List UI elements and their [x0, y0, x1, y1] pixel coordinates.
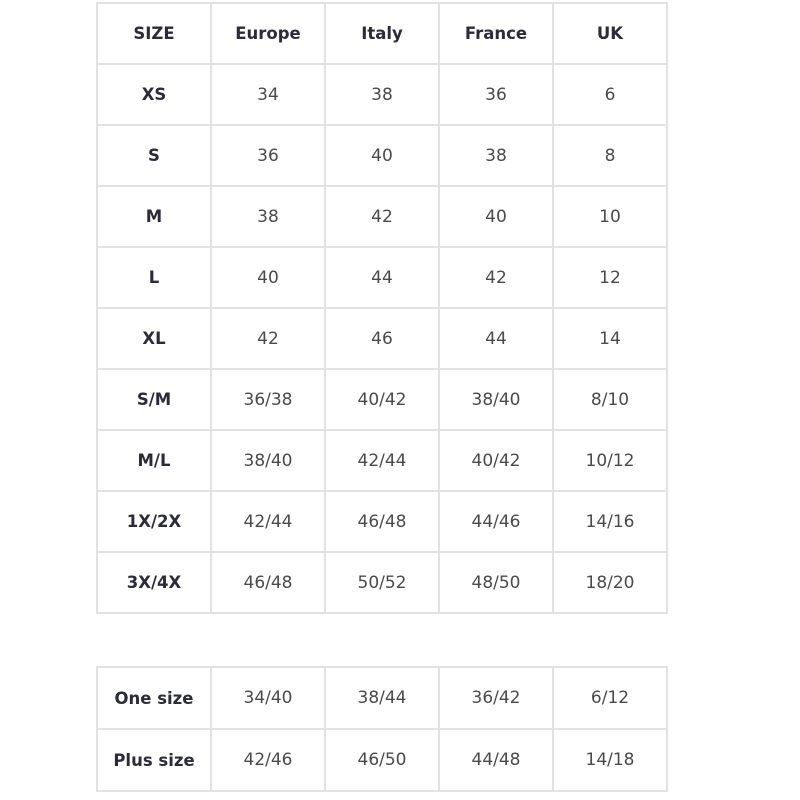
column-header: France	[438, 2, 554, 65]
size-value-cell: 42/44	[210, 490, 326, 553]
column-header: UK	[552, 2, 668, 65]
size-value-cell: 38/40	[438, 368, 554, 431]
size-value-cell: 38	[324, 63, 440, 126]
table-row: XS 34 38 36 6	[96, 63, 668, 126]
size-value-cell: 36	[438, 63, 554, 126]
size-value-cell: 10	[552, 185, 668, 248]
size-value-cell: 38/40	[210, 429, 326, 492]
header-row: SIZE Europe Italy France UK	[96, 2, 668, 65]
table-row: M 38 42 40 10	[96, 185, 668, 248]
size-value-cell: 36/38	[210, 368, 326, 431]
size-value-cell: 42/44	[324, 429, 440, 492]
size-value-cell: 38	[438, 124, 554, 187]
table-row: 3X/4X 46/48 50/52 48/50 18/20	[96, 551, 668, 614]
size-label-cell: Plus size	[96, 728, 212, 792]
column-header: Italy	[324, 2, 440, 65]
size-value-cell: 50/52	[324, 551, 440, 614]
size-value-cell: 46/48	[324, 490, 440, 553]
size-value-cell: 46/48	[210, 551, 326, 614]
size-value-cell: 40	[210, 246, 326, 309]
special-size-table: One size 34/40 38/44 36/42 6/12 Plus size 42/4…	[96, 666, 668, 792]
size-value-cell: 38/44	[324, 666, 440, 730]
size-label-cell: S/M	[96, 368, 212, 431]
size-value-cell: 14/16	[552, 490, 668, 553]
column-header: Europe	[210, 2, 326, 65]
size-value-cell: 34/40	[210, 666, 326, 730]
size-value-cell: 8/10	[552, 368, 668, 431]
size-label-cell: L	[96, 246, 212, 309]
table-row: One size 34/40 38/44 36/42 6/12	[96, 666, 668, 730]
size-value-cell: 14/18	[552, 728, 668, 792]
table-row: S/M 36/38 40/42 38/40 8/10	[96, 368, 668, 431]
size-value-cell: 48/50	[438, 551, 554, 614]
size-value-cell: 40	[438, 185, 554, 248]
size-value-cell: 6	[552, 63, 668, 126]
size-value-cell: 18/20	[552, 551, 668, 614]
size-value-cell: 40/42	[438, 429, 554, 492]
table-row: XL 42 46 44 14	[96, 307, 668, 370]
size-value-cell: 34	[210, 63, 326, 126]
size-value-cell: 12	[552, 246, 668, 309]
table-row: Plus size 42/46 46/50 44/48 14/18	[96, 728, 668, 792]
size-value-cell: 44	[438, 307, 554, 370]
size-value-cell: 10/12	[552, 429, 668, 492]
size-value-cell: 8	[552, 124, 668, 187]
size-value-cell: 42/46	[210, 728, 326, 792]
size-value-cell: 44	[324, 246, 440, 309]
size-label-cell: One size	[96, 666, 212, 730]
size-label-cell: 3X/4X	[96, 551, 212, 614]
size-label-cell: XL	[96, 307, 212, 370]
size-value-cell: 36/42	[438, 666, 554, 730]
size-value-cell: 6/12	[552, 666, 668, 730]
size-value-cell: 40	[324, 124, 440, 187]
size-value-cell: 44/46	[438, 490, 554, 553]
size-value-cell: 38	[210, 185, 326, 248]
size-value-cell: 14	[552, 307, 668, 370]
size-value-cell: 46/50	[324, 728, 440, 792]
size-label-cell: XS	[96, 63, 212, 126]
size-value-cell: 46	[324, 307, 440, 370]
table-row: M/L 38/40 42/44 40/42 10/12	[96, 429, 668, 492]
table-row: L 40 44 42 12	[96, 246, 668, 309]
size-value-cell: 42	[324, 185, 440, 248]
size-label-cell: 1X/2X	[96, 490, 212, 553]
size-label-cell: S	[96, 124, 212, 187]
size-value-cell: 36	[210, 124, 326, 187]
size-label-cell: M/L	[96, 429, 212, 492]
table-row: S 36 40 38 8	[96, 124, 668, 187]
size-value-cell: 40/42	[324, 368, 440, 431]
size-value-cell: 42	[210, 307, 326, 370]
size-value-cell: 44/48	[438, 728, 554, 792]
table-row: 1X/2X 42/44 46/48 44/46 14/16	[96, 490, 668, 553]
size-label-cell: M	[96, 185, 212, 248]
size-value-cell: 42	[438, 246, 554, 309]
column-header: SIZE	[96, 2, 212, 65]
size-conversion-table: SIZE Europe Italy France UK XS 34 38 36 6 S 36 40 38 8…	[96, 2, 668, 614]
